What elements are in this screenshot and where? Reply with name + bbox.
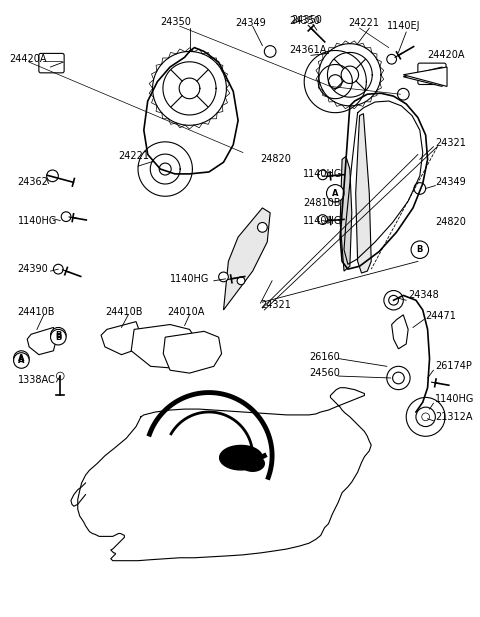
Text: 24221: 24221 bbox=[119, 151, 150, 162]
Text: A: A bbox=[332, 189, 338, 198]
Text: 21312A: 21312A bbox=[435, 412, 473, 422]
Polygon shape bbox=[403, 67, 447, 86]
Circle shape bbox=[159, 163, 171, 175]
Text: 24810B: 24810B bbox=[303, 198, 341, 208]
Circle shape bbox=[56, 372, 64, 380]
Circle shape bbox=[50, 328, 66, 343]
Circle shape bbox=[387, 366, 410, 390]
Polygon shape bbox=[220, 445, 263, 470]
Circle shape bbox=[326, 184, 344, 202]
Text: 26174P: 26174P bbox=[435, 362, 472, 371]
Circle shape bbox=[328, 75, 342, 88]
Text: 24420A: 24420A bbox=[428, 51, 465, 60]
Text: 1140HG: 1140HG bbox=[303, 169, 343, 179]
Text: 24362: 24362 bbox=[17, 176, 48, 187]
Text: 24350: 24350 bbox=[291, 15, 323, 25]
Text: 24010A: 24010A bbox=[167, 307, 204, 317]
Text: A: A bbox=[18, 354, 24, 363]
Text: 24410B: 24410B bbox=[105, 307, 143, 317]
Text: A: A bbox=[18, 356, 24, 365]
Text: 24361A: 24361A bbox=[289, 44, 327, 54]
Circle shape bbox=[264, 46, 276, 57]
Circle shape bbox=[422, 413, 430, 421]
Circle shape bbox=[414, 183, 426, 194]
Text: 1140HG: 1140HG bbox=[303, 215, 343, 226]
Polygon shape bbox=[356, 114, 371, 273]
Circle shape bbox=[219, 272, 228, 282]
Text: 24350: 24350 bbox=[160, 17, 191, 27]
Text: B: B bbox=[417, 245, 423, 254]
Circle shape bbox=[318, 215, 327, 225]
Circle shape bbox=[237, 277, 245, 284]
Circle shape bbox=[47, 170, 58, 181]
Text: 1140EJ: 1140EJ bbox=[387, 21, 420, 31]
Polygon shape bbox=[101, 321, 141, 355]
Circle shape bbox=[384, 291, 403, 310]
Circle shape bbox=[13, 353, 29, 368]
Text: 24410B: 24410B bbox=[17, 307, 55, 317]
Text: 24350: 24350 bbox=[289, 16, 321, 27]
Polygon shape bbox=[163, 331, 222, 373]
Polygon shape bbox=[392, 315, 408, 349]
Text: 24321: 24321 bbox=[435, 138, 466, 148]
Polygon shape bbox=[224, 208, 270, 310]
FancyBboxPatch shape bbox=[39, 54, 64, 73]
Circle shape bbox=[389, 296, 398, 305]
Circle shape bbox=[387, 54, 396, 64]
Circle shape bbox=[258, 223, 267, 232]
Text: 24820: 24820 bbox=[261, 154, 291, 164]
Circle shape bbox=[406, 397, 445, 436]
Text: 1140HG: 1140HG bbox=[17, 215, 57, 226]
Circle shape bbox=[50, 329, 66, 345]
Polygon shape bbox=[131, 325, 199, 368]
Circle shape bbox=[61, 212, 71, 222]
Text: B: B bbox=[55, 331, 61, 340]
Text: 1140HG: 1140HG bbox=[170, 274, 209, 284]
Circle shape bbox=[13, 351, 29, 366]
Text: 1140HG: 1140HG bbox=[435, 394, 475, 404]
Text: B: B bbox=[55, 333, 61, 342]
Polygon shape bbox=[27, 328, 56, 355]
Polygon shape bbox=[241, 456, 264, 471]
Text: 24420A: 24420A bbox=[10, 54, 47, 64]
Text: 24390: 24390 bbox=[17, 264, 48, 274]
Circle shape bbox=[318, 170, 327, 180]
FancyBboxPatch shape bbox=[418, 63, 446, 85]
Text: 24348: 24348 bbox=[408, 291, 439, 300]
Text: 26160: 26160 bbox=[309, 352, 340, 362]
Text: 24349: 24349 bbox=[435, 176, 466, 187]
Circle shape bbox=[53, 264, 63, 274]
Text: 24321: 24321 bbox=[261, 300, 291, 310]
Text: 24820: 24820 bbox=[435, 218, 466, 228]
Circle shape bbox=[393, 372, 404, 384]
Circle shape bbox=[397, 88, 409, 100]
Circle shape bbox=[416, 407, 435, 426]
Text: 1338AC: 1338AC bbox=[17, 375, 55, 385]
Circle shape bbox=[411, 241, 429, 259]
Polygon shape bbox=[403, 67, 442, 86]
Text: 24221: 24221 bbox=[348, 19, 379, 28]
Text: 24471: 24471 bbox=[426, 311, 456, 321]
Polygon shape bbox=[340, 157, 352, 271]
Text: 24560: 24560 bbox=[309, 368, 340, 378]
Text: 24349: 24349 bbox=[235, 19, 266, 28]
